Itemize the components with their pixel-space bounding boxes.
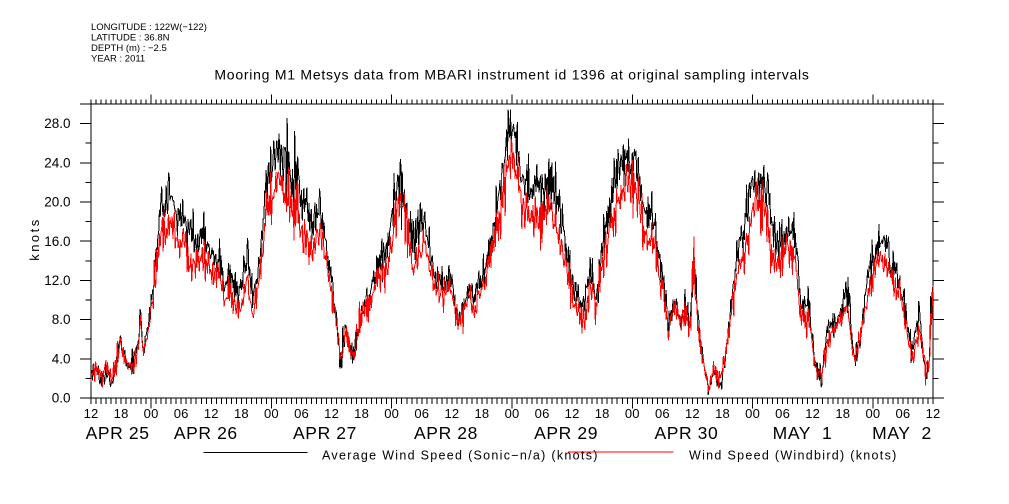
svg-text:LATITUDE : 36.8N: LATITUDE : 36.8N bbox=[91, 33, 170, 44]
svg-text:06: 06 bbox=[414, 406, 429, 421]
svg-text:APR 28: APR 28 bbox=[414, 423, 478, 443]
svg-text:06: 06 bbox=[655, 406, 670, 421]
svg-text:06: 06 bbox=[174, 406, 189, 421]
svg-text:28.0: 28.0 bbox=[44, 116, 70, 131]
svg-text:APR 27: APR 27 bbox=[293, 423, 357, 443]
svg-text:18: 18 bbox=[715, 406, 730, 421]
svg-text:00: 00 bbox=[384, 406, 399, 421]
svg-text:4.0: 4.0 bbox=[52, 351, 71, 366]
svg-text:06: 06 bbox=[535, 406, 550, 421]
svg-text:12: 12 bbox=[565, 406, 580, 421]
svg-text:APR 30: APR 30 bbox=[654, 423, 718, 443]
svg-text:00: 00 bbox=[264, 406, 279, 421]
svg-text:12: 12 bbox=[805, 406, 820, 421]
svg-text:MAY 1: MAY 1 bbox=[773, 423, 833, 443]
svg-text:Wind Speed (Windbird) (knots): Wind Speed (Windbird) (knots) bbox=[689, 449, 898, 463]
svg-text:06: 06 bbox=[895, 406, 910, 421]
svg-text:APR 25: APR 25 bbox=[86, 423, 150, 443]
svg-text:12: 12 bbox=[444, 406, 459, 421]
svg-text:06: 06 bbox=[775, 406, 790, 421]
svg-text:12: 12 bbox=[685, 406, 700, 421]
svg-text:Average Wind Speed (Sonic−n/a): Average Wind Speed (Sonic−n/a) (knots) bbox=[322, 449, 599, 463]
svg-text:06: 06 bbox=[294, 406, 309, 421]
svg-text:00: 00 bbox=[625, 406, 640, 421]
svg-text:knots: knots bbox=[27, 217, 42, 261]
svg-text:12: 12 bbox=[84, 406, 99, 421]
svg-text:18: 18 bbox=[835, 406, 850, 421]
svg-text:16.0: 16.0 bbox=[44, 234, 70, 249]
svg-text:18: 18 bbox=[595, 406, 610, 421]
svg-text:18: 18 bbox=[354, 406, 369, 421]
svg-text:12: 12 bbox=[204, 406, 219, 421]
svg-text:MAY 2: MAY 2 bbox=[872, 423, 932, 443]
svg-text:12.0: 12.0 bbox=[44, 273, 70, 288]
svg-text:18: 18 bbox=[474, 406, 489, 421]
svg-text:00: 00 bbox=[745, 406, 760, 421]
svg-text:00: 00 bbox=[865, 406, 880, 421]
svg-text:DEPTH (m) : −2.5: DEPTH (m) : −2.5 bbox=[91, 43, 167, 54]
svg-text:12: 12 bbox=[324, 406, 339, 421]
svg-text:24.0: 24.0 bbox=[44, 155, 70, 170]
svg-text:APR 26: APR 26 bbox=[174, 423, 238, 443]
svg-text:18: 18 bbox=[234, 406, 249, 421]
svg-text:20.0: 20.0 bbox=[44, 195, 70, 210]
svg-text:APR 29: APR 29 bbox=[534, 423, 598, 443]
svg-text:18: 18 bbox=[114, 406, 129, 421]
svg-text:0.0: 0.0 bbox=[52, 391, 71, 406]
svg-text:12: 12 bbox=[926, 406, 941, 421]
svg-text:00: 00 bbox=[505, 406, 520, 421]
svg-text:YEAR : 2011: YEAR : 2011 bbox=[91, 54, 145, 65]
svg-text:LONGITUDE : 122W(−122): LONGITUDE : 122W(−122) bbox=[91, 22, 207, 33]
svg-text:8.0: 8.0 bbox=[52, 312, 71, 327]
svg-text:Mooring M1 Metsys data from MB: Mooring M1 Metsys data from MBARI instru… bbox=[214, 67, 809, 83]
svg-text:00: 00 bbox=[144, 406, 159, 421]
